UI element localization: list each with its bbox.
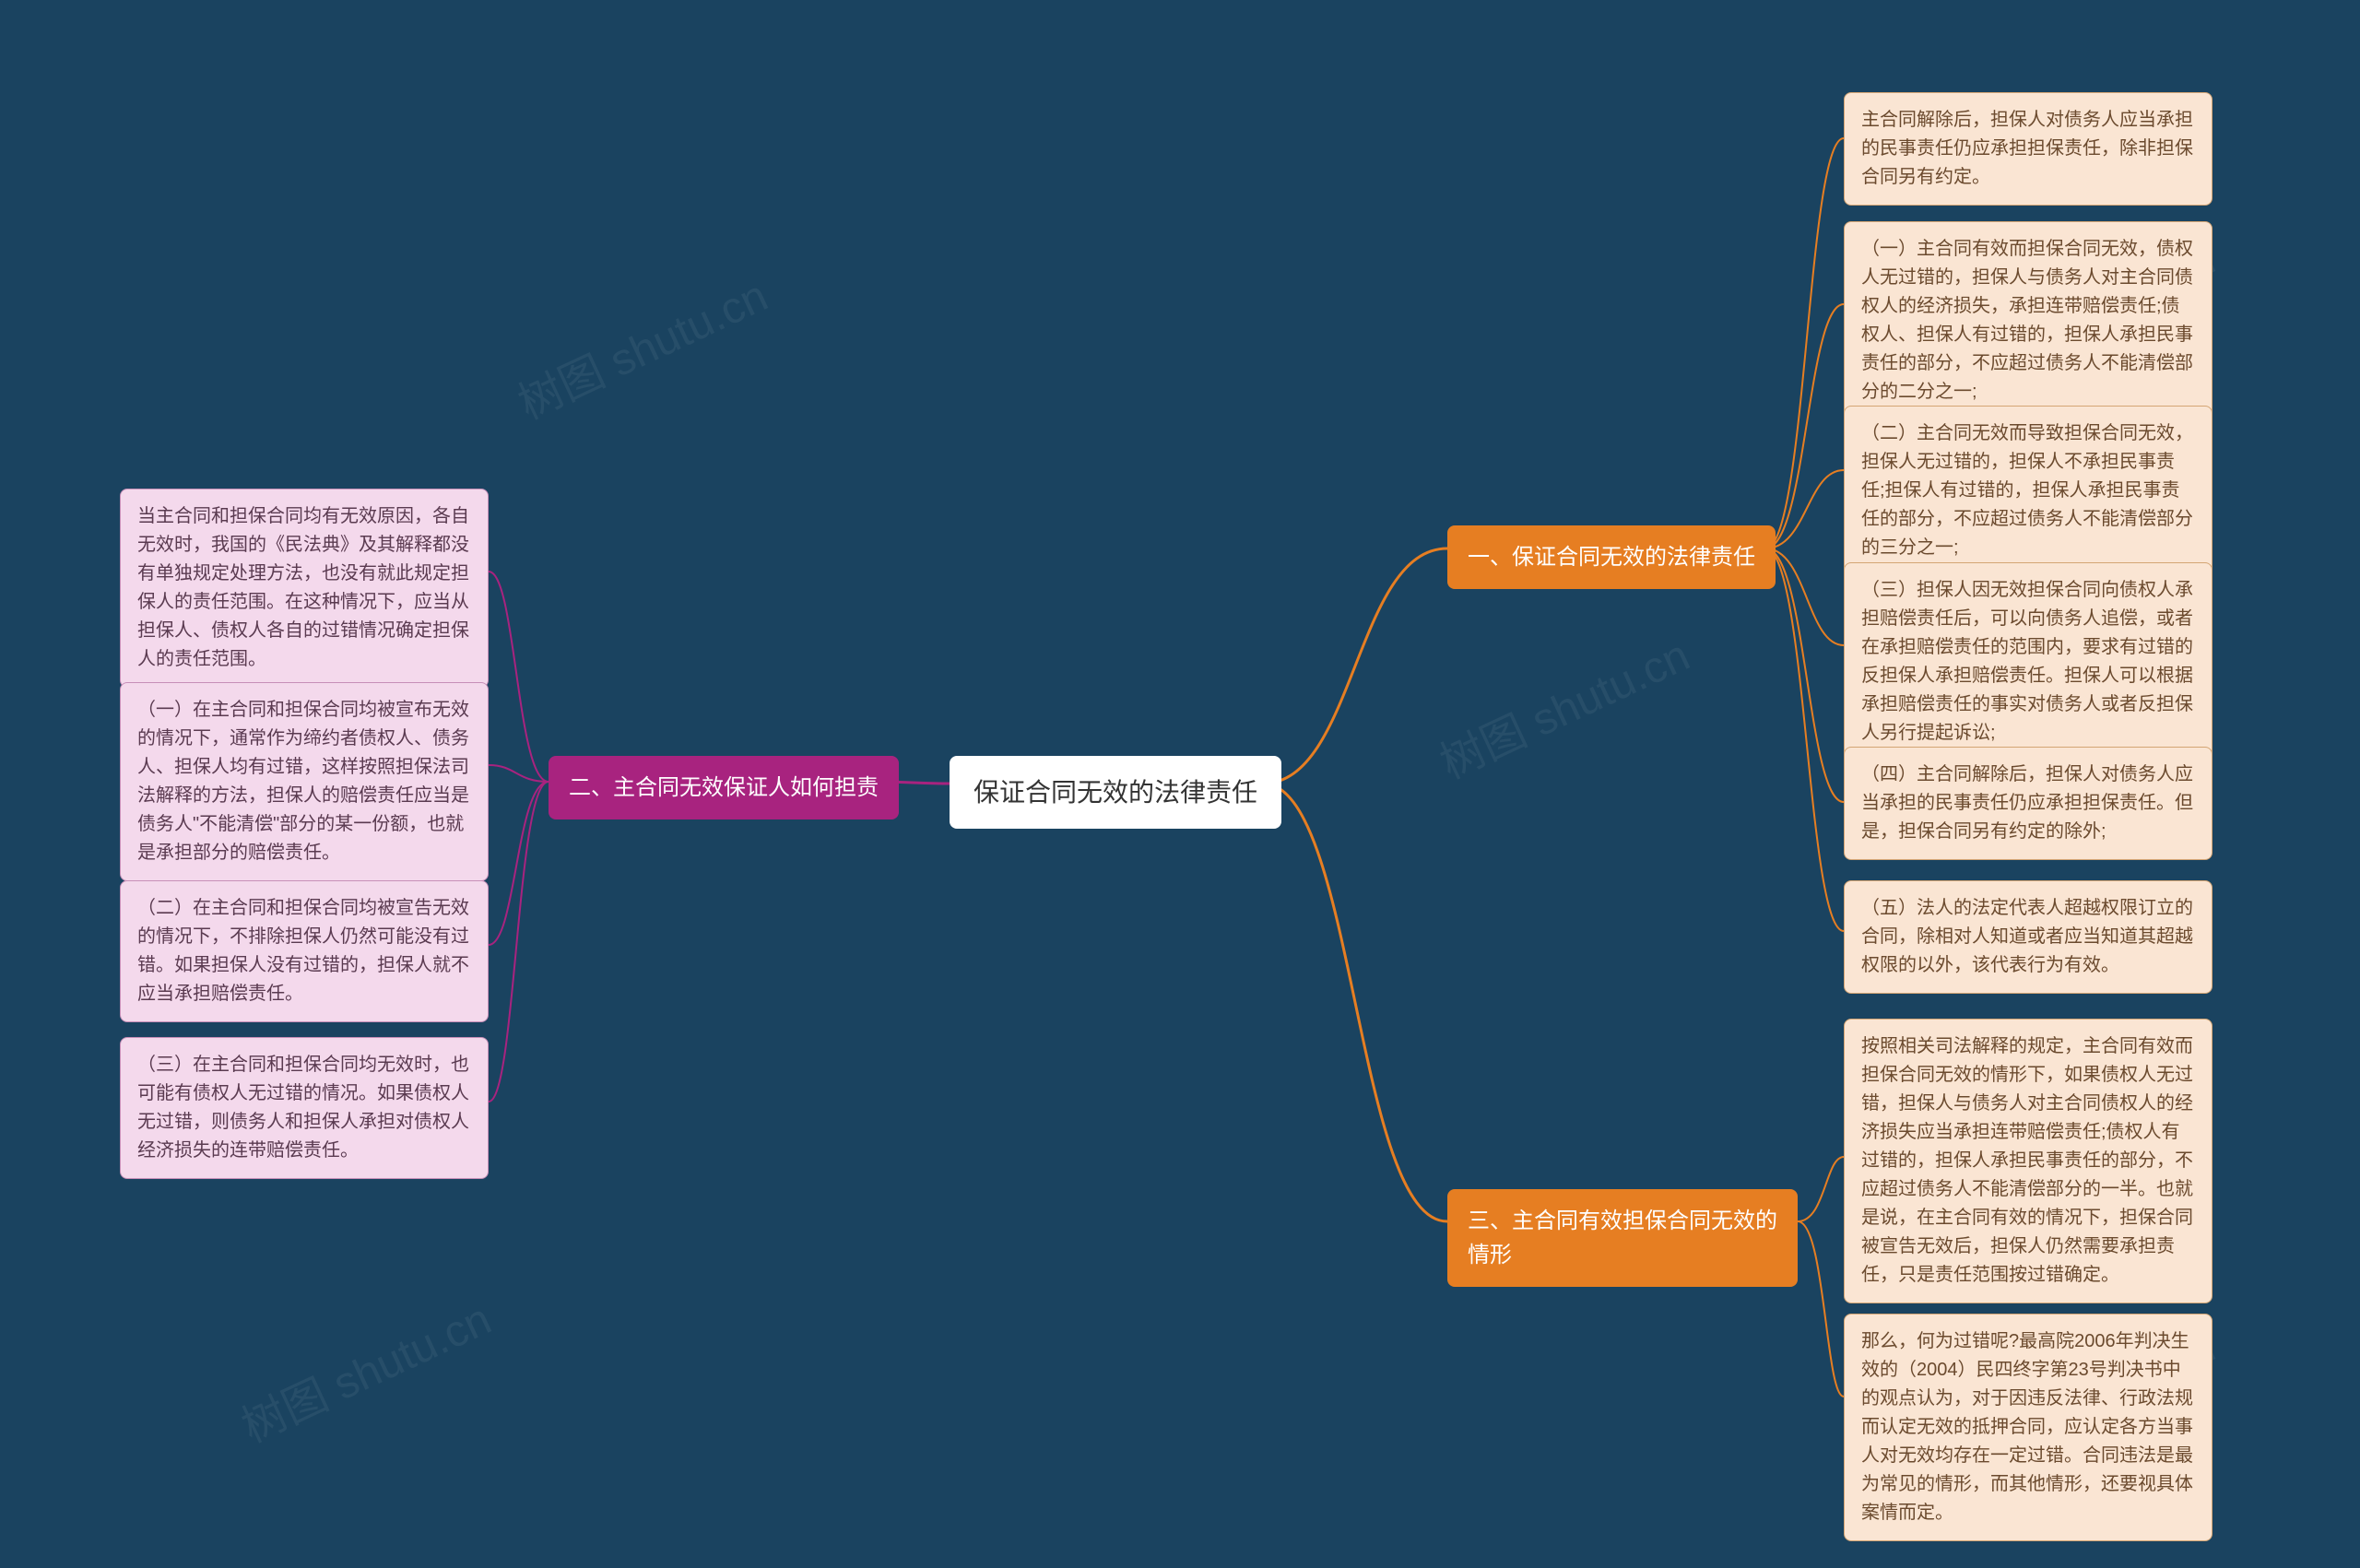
branch1-leaf-3[interactable]: （三）担保人因无效担保合同向债权人承担赔偿责任后，可以向债务人追偿，或者在承担赔… <box>1844 562 2212 761</box>
center-node[interactable]: 保证合同无效的法律责任 <box>950 756 1281 829</box>
branch1-leaf-4[interactable]: （四）主合同解除后，担保人对债务人应当承担的民事责任仍应承担担保责任。但是，担保… <box>1844 747 2212 860</box>
branch1-leaf-2[interactable]: （二）主合同无效而导致担保合同无效，担保人无过错的，担保人不承担民事责任;担保人… <box>1844 406 2212 576</box>
watermark: 树图 shutu.cn <box>506 260 776 431</box>
branch-3[interactable]: 三、主合同有效担保合同无效的情形 <box>1447 1189 1798 1287</box>
branch1-leaf-0[interactable]: 主合同解除后，担保人对债务人应当承担的民事责任仍应承担担保责任，除非担保合同另有… <box>1844 92 2212 206</box>
branch2-leaf-3[interactable]: （三）在主合同和担保合同均无效时，也可能有债权人无过错的情况。如果债权人无过错，… <box>120 1037 489 1179</box>
watermark: 树图 shutu.cn <box>230 1283 500 1455</box>
branch3-leaf-1[interactable]: 那么，何为过错呢?最高院2006年判决生效的（2004）民四终字第23号判决书中… <box>1844 1314 2212 1541</box>
branch3-leaf-0[interactable]: 按照相关司法解释的规定，主合同有效而担保合同无效的情形下，如果债权人无过错，担保… <box>1844 1019 2212 1303</box>
watermark: 树图 shutu.cn <box>1428 619 1698 791</box>
branch1-leaf-1[interactable]: （一）主合同有效而担保合同无效，债权人无过错的，担保人与债务人对主合同债权人的经… <box>1844 221 2212 420</box>
branch-1[interactable]: 一、保证合同无效的法律责任 <box>1447 525 1776 589</box>
branch2-leaf-2[interactable]: （二）在主合同和担保合同均被宣告无效的情况下，不排除担保人仍然可能没有过错。如果… <box>120 880 489 1022</box>
branch2-leaf-1[interactable]: （一）在主合同和担保合同均被宣布无效的情况下，通常作为缔约者债权人、债务人、担保… <box>120 682 489 881</box>
branch-2[interactable]: 二、主合同无效保证人如何担责 <box>549 756 899 819</box>
branch2-leaf-0[interactable]: 当主合同和担保合同均有无效原因，各自无效时，我国的《民法典》及其解释都没有单独规… <box>120 489 489 688</box>
branch1-leaf-5[interactable]: （五）法人的法定代表人超越权限订立的合同，除相对人知道或者应当知道其超越权限的以… <box>1844 880 2212 994</box>
